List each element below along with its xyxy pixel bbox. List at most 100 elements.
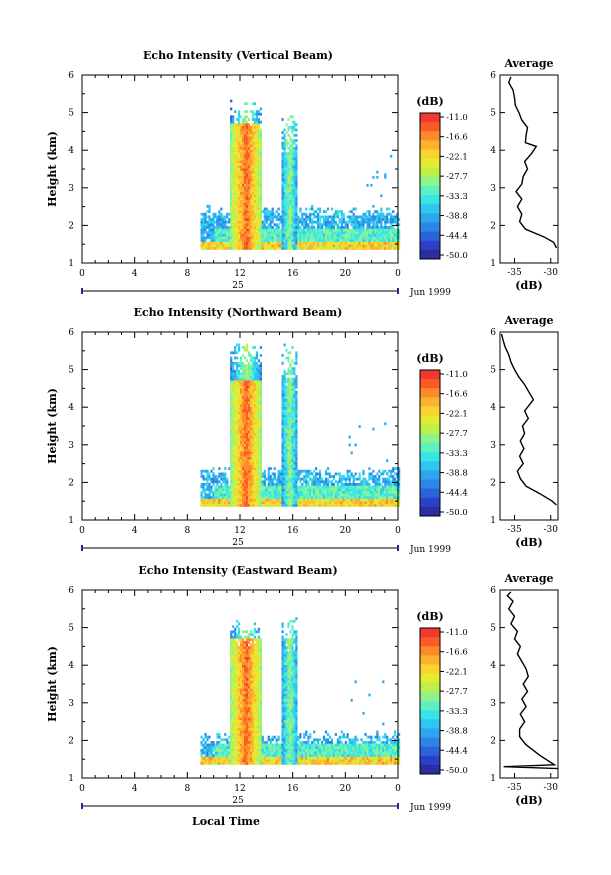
heatmap-cell [392, 480, 395, 484]
heatmap-cell [240, 414, 243, 418]
y-tick-label: 1 [68, 259, 74, 269]
heatmap-cell [293, 160, 296, 163]
heatmap-cell [281, 210, 284, 213]
heatmap-cell [253, 393, 256, 397]
heatmap-cell [234, 501, 237, 505]
heatmap-cell [295, 488, 298, 491]
heatmap-cell [245, 393, 249, 397]
heatmap-cell [255, 354, 258, 357]
heatmap-cell [295, 425, 298, 428]
heatmap-cell [287, 197, 290, 200]
heatmap-cell [230, 364, 233, 368]
heatmap-cell [245, 128, 249, 132]
heatmap-cell [253, 425, 256, 428]
heatmap-cell [267, 498, 270, 502]
heatmap-cell [338, 477, 341, 481]
heatmap-cell [259, 417, 262, 420]
heatmap-cell [301, 488, 304, 491]
heatmap-cell [249, 133, 253, 137]
heatmap-cell [287, 456, 290, 460]
heatmap-cell [330, 223, 333, 227]
heatmap-cell [234, 139, 237, 142]
heatmap-cell [259, 485, 262, 489]
heatmap-cell [295, 204, 298, 208]
heatmap-cell [376, 472, 379, 476]
heatmap-cell [293, 433, 296, 436]
heatmap-cell [295, 417, 298, 420]
heatmap-cell [322, 228, 326, 232]
heatmap-cell [372, 176, 375, 179]
heatmap-cell [245, 385, 249, 389]
heatmap-cell [218, 741, 221, 744]
heatmap-cell [257, 110, 260, 113]
heatmap-cell [259, 212, 262, 216]
heatmap-cell [224, 738, 227, 742]
heatmap-cell [245, 485, 249, 489]
heatmap-cell [291, 191, 294, 195]
heatmap-cell [234, 144, 237, 148]
heatmap-cell [236, 422, 239, 426]
heatmap-cell [224, 231, 227, 234]
heatmap-cell [352, 218, 355, 221]
heatmap-cell [245, 147, 249, 150]
heatmap-cell [202, 231, 205, 234]
heatmap-cell [245, 475, 249, 478]
heatmap-cell [309, 226, 312, 229]
heatmap-cell [244, 411, 247, 415]
heatmap-cell [299, 210, 302, 213]
heatmap-cell [247, 168, 251, 171]
heatmap-cell [232, 480, 235, 484]
heatmap-cell [238, 485, 241, 489]
heatmap-cell [317, 472, 320, 476]
heatmap-cell [388, 233, 391, 237]
heatmap-cell [232, 212, 235, 216]
heatmap-cell [259, 346, 262, 349]
heatmap-cell [295, 396, 298, 399]
heatmap-cell [285, 218, 288, 221]
heatmap-cell [285, 438, 288, 441]
heatmap-cell [259, 446, 262, 449]
heatmap-cell [245, 472, 249, 476]
heatmap-cell [358, 483, 361, 486]
heatmap-cell [240, 367, 243, 370]
heatmap-cell [202, 762, 205, 765]
heatmap-cell [236, 406, 239, 410]
heatmap-cell [247, 440, 251, 444]
heatmap-cell [392, 477, 395, 481]
heatmap-cell [208, 498, 211, 502]
heatmap-cell [295, 409, 298, 413]
heatmap-cell [283, 141, 286, 145]
heatmap-cell [249, 162, 253, 166]
heatmap-cell [236, 401, 239, 405]
heatmap-cell [244, 120, 247, 124]
heatmap-cell [398, 228, 401, 232]
heatmap-cell [297, 228, 300, 232]
heatmap-cell [342, 215, 345, 219]
heatmap-cell [287, 433, 290, 436]
heatmap-cell [285, 501, 288, 505]
heatmap-cell [232, 154, 235, 158]
heatmap-cell [386, 483, 389, 486]
heatmap-cell [315, 483, 318, 486]
heatmap-cell [382, 215, 385, 219]
heatmap-cell [230, 714, 233, 718]
heatmap-cell [352, 244, 355, 248]
heatmap-cell [289, 435, 292, 439]
heatmap-cell [226, 212, 229, 216]
heatmap-cell [202, 218, 205, 221]
heatmap-cell [251, 406, 255, 410]
heatmap-cell [232, 141, 235, 145]
heatmap-cell [315, 504, 318, 507]
heatmap-cell [303, 475, 306, 478]
heatmap-cell [305, 212, 308, 216]
heatmap-cell [301, 244, 304, 248]
heatmap-cell [218, 220, 221, 224]
heatmap-cell [289, 218, 292, 221]
heatmap-cell [230, 170, 233, 174]
heatmap-cell [301, 241, 304, 245]
heatmap-cell [332, 231, 335, 234]
heatmap-cell [261, 233, 264, 237]
heatmap-cell [321, 480, 324, 484]
heatmap-cell [388, 498, 391, 502]
heatmap-cell [255, 118, 258, 121]
